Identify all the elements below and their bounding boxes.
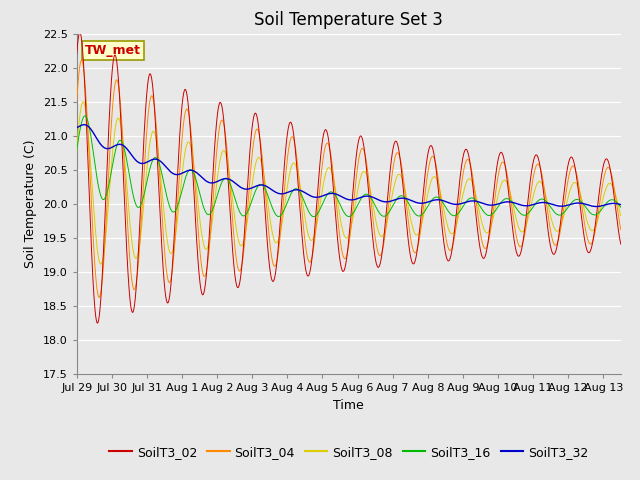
X-axis label: Time: Time bbox=[333, 399, 364, 412]
Legend: SoilT3_02, SoilT3_04, SoilT3_08, SoilT3_16, SoilT3_32: SoilT3_02, SoilT3_04, SoilT3_08, SoilT3_… bbox=[104, 441, 593, 464]
Text: TW_met: TW_met bbox=[85, 44, 141, 57]
Y-axis label: Soil Temperature (C): Soil Temperature (C) bbox=[24, 140, 37, 268]
Title: Soil Temperature Set 3: Soil Temperature Set 3 bbox=[254, 11, 444, 29]
